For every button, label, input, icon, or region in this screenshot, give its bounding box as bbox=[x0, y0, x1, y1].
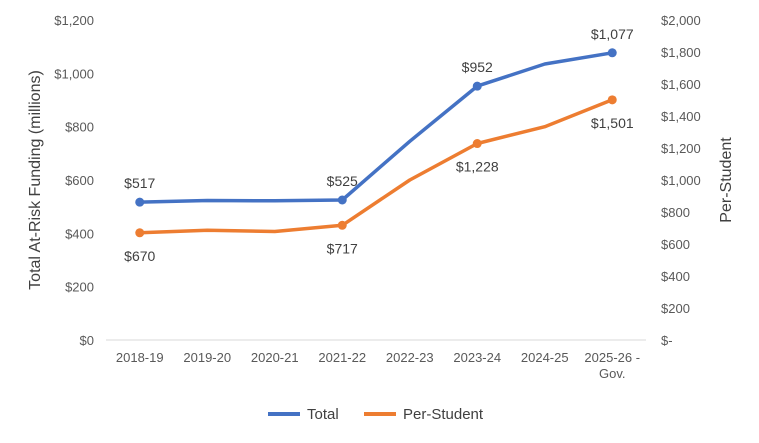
data-label: $525 bbox=[327, 173, 358, 189]
left-tick-label: $800 bbox=[65, 120, 94, 135]
left-tick-label: $400 bbox=[65, 226, 94, 241]
left-tick-label: $600 bbox=[65, 173, 94, 188]
right-tick-label: $600 bbox=[661, 237, 690, 252]
right-tick-label: $- bbox=[661, 333, 673, 348]
left-tick-label: $1,200 bbox=[54, 13, 94, 28]
legend: Total Per-Student bbox=[268, 406, 484, 423]
data-label: $517 bbox=[124, 175, 155, 191]
x-tick-label: 2023-24 bbox=[453, 350, 501, 365]
right-tick-label: $200 bbox=[661, 301, 690, 316]
x-tick-label: 2022-23 bbox=[386, 350, 434, 365]
right-axis-title: Per-Student bbox=[718, 137, 735, 223]
series-line-total bbox=[138, 51, 615, 204]
data-label: $1,077 bbox=[591, 26, 634, 42]
series-lines bbox=[138, 51, 615, 235]
right-tick-label: $1,000 bbox=[661, 173, 701, 188]
data-label: $1,501 bbox=[591, 115, 634, 131]
right-tick-label: $1,800 bbox=[661, 45, 701, 60]
right-tick-label: $2,000 bbox=[661, 13, 701, 28]
x-tick-label: 2024-25 bbox=[521, 350, 569, 365]
data-point-marker bbox=[472, 81, 482, 91]
right-tick-label: $1,600 bbox=[661, 77, 701, 92]
series-markers bbox=[135, 48, 617, 238]
data-label: $717 bbox=[327, 240, 358, 256]
x-tick-label: 2020-21 bbox=[251, 350, 299, 365]
data-point-marker bbox=[607, 48, 617, 58]
x-axis-ticks: 2018-19 2019-20 2020-21 2021-22 2022-23 2023-… bbox=[116, 350, 640, 381]
right-axis-ticks: $- $200 $400 $600 $800 $1,000 $1,200 $1,400 $1,6… bbox=[661, 13, 701, 348]
data-point-marker bbox=[337, 220, 347, 230]
data-label: $670 bbox=[124, 248, 155, 264]
left-tick-label: $0 bbox=[80, 333, 94, 348]
data-point-marker bbox=[135, 197, 145, 207]
right-tick-label: $1,400 bbox=[661, 109, 701, 124]
data-labels: $517 $525 $952 $1,077 $670 $717 $1,228 $1,501 bbox=[124, 26, 634, 264]
legend-label-per-student: Per-Student bbox=[403, 406, 484, 423]
data-label: $1,228 bbox=[456, 159, 499, 175]
right-tick-label: $800 bbox=[661, 205, 690, 220]
series-line-per-student bbox=[138, 98, 615, 235]
left-axis-ticks: $0 $200 $400 $600 $800 $1,000 $1,200 bbox=[54, 13, 94, 348]
data-point-marker bbox=[607, 95, 617, 105]
legend-label-total: Total bbox=[307, 406, 339, 423]
left-axis-title: Total At-Risk Funding (millions) bbox=[27, 70, 44, 290]
x-tick-label: 2019-20 bbox=[183, 350, 231, 365]
x-tick-label: 2021-22 bbox=[318, 350, 366, 365]
x-tick-label: 2018-19 bbox=[116, 350, 164, 365]
right-tick-label: $400 bbox=[661, 269, 690, 284]
right-tick-label: $1,200 bbox=[661, 141, 701, 156]
left-tick-label: $1,000 bbox=[54, 66, 94, 81]
data-point-marker bbox=[337, 195, 347, 205]
data-point-marker bbox=[135, 228, 145, 238]
data-label: $952 bbox=[462, 59, 493, 75]
x-tick-label: 2025-26 -Gov. bbox=[584, 350, 640, 381]
left-tick-label: $200 bbox=[65, 280, 94, 295]
data-point-marker bbox=[472, 139, 482, 149]
